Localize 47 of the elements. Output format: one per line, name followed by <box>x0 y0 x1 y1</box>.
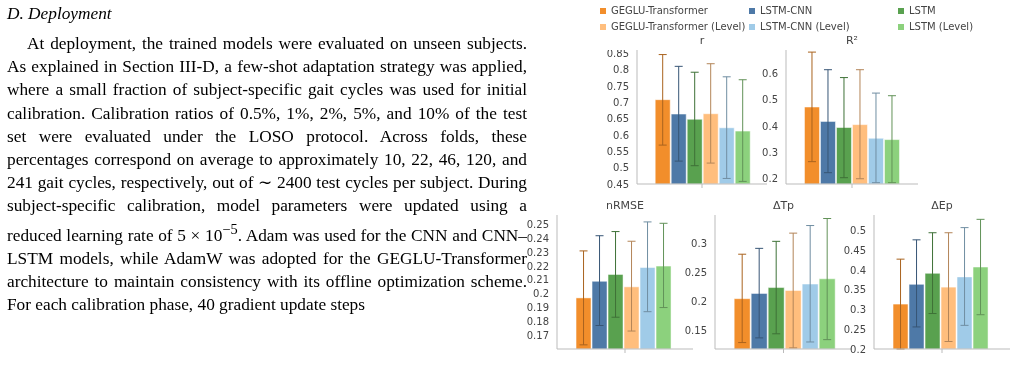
y-tick-label: 0.4 <box>850 264 866 276</box>
y-tick-label: 0.5 <box>850 225 866 237</box>
y-tick-label: 0.22 <box>526 260 549 272</box>
chart-title: nRMSE <box>604 199 645 214</box>
y-tick-label: 0.25 <box>684 266 707 278</box>
text: At deployment, the trained models were evaluated on unseen subjects. As explained in Section III-D, a few-shot adaptation strategy was applied, where a small fraction of subject-specific gait cycles was used for initial calibration. Calibration ratios of 0.5%, 1%, 2%, 5%, and 10% of the test set were evaluated under the LOSO protocol. Across folds, these percentages correspond on average to approximately 10, 22, 46, 120, and 241 gait cycles, respectively, out of ∼ 2400 test cycles per subject. During subject-specific calibration, model parameters were updated using a reduced learning rate of 5 × 10$^{−5}$. Adam was used for the CNN and CNN–LSTM models, while AdamW was adopted for the GEGLU-Transformer architecture to maintain consistency with its offline optimization scheme. For each calibration phase, 40 gradient update steps <box>7 34 527 314</box>
y-tick-label: 0.6 <box>762 68 778 80</box>
chart-title: ΔEp <box>930 199 954 214</box>
y-tick-label: 0.21 <box>526 274 549 286</box>
y-tick-label: 0.75 <box>606 80 629 92</box>
y-tick-label: 0.3 <box>850 304 866 316</box>
chart-title: R² <box>844 34 860 49</box>
y-tick-label: 0.35 <box>843 284 866 296</box>
y-tick-label: 0.15 <box>684 325 707 337</box>
y-tick-label: 0.65 <box>606 113 629 125</box>
legend-label: LSTM <box>908 4 937 18</box>
y-tick-label: 0.25 <box>843 323 866 335</box>
y-tick-label: 0.25 <box>526 219 549 231</box>
y-tick-label: 0.45 <box>606 178 629 190</box>
text: D. Deployment <box>7 3 113 25</box>
y-tick-label: 0.24 <box>526 233 549 245</box>
y-tick-label: 0.18 <box>526 315 549 327</box>
y-tick-label: 0.19 <box>526 302 549 314</box>
y-tick-label: 0.2 <box>762 173 778 185</box>
y-tick-label: 0.2 <box>850 343 866 355</box>
y-tick-label: 0.3 <box>762 147 778 159</box>
y-tick-label: 0.2 <box>691 296 707 308</box>
y-tick-label: 0.6 <box>613 129 629 141</box>
y-tick-label: 0.8 <box>613 64 629 76</box>
legend-label: LSTM-CNN (Level) <box>759 20 851 34</box>
y-tick-label: 0.17 <box>526 329 549 341</box>
y-tick-label: 0.7 <box>613 96 629 108</box>
y-tick-label: 0.45 <box>843 245 866 257</box>
y-tick-label: 0.23 <box>526 246 549 258</box>
chart-title: r <box>698 34 706 49</box>
legend-label: GEGLU-Transformer <box>610 4 709 18</box>
y-tick-label: 0.4 <box>762 120 778 132</box>
y-tick-label: 0.5 <box>613 162 629 174</box>
y-tick-label: 0.5 <box>762 94 778 106</box>
chart-title: ΔTp <box>771 199 796 214</box>
legend-label: LSTM-CNN <box>759 4 814 18</box>
y-tick-label: 0.2 <box>533 288 549 300</box>
y-tick-label: 0.3 <box>691 237 707 249</box>
y-tick-label: 0.85 <box>606 47 629 59</box>
y-tick-label: 0.55 <box>606 145 629 157</box>
legend-label: GEGLU-Transformer (Level) <box>610 20 747 34</box>
legend-label: LSTM (Level) <box>908 20 975 34</box>
